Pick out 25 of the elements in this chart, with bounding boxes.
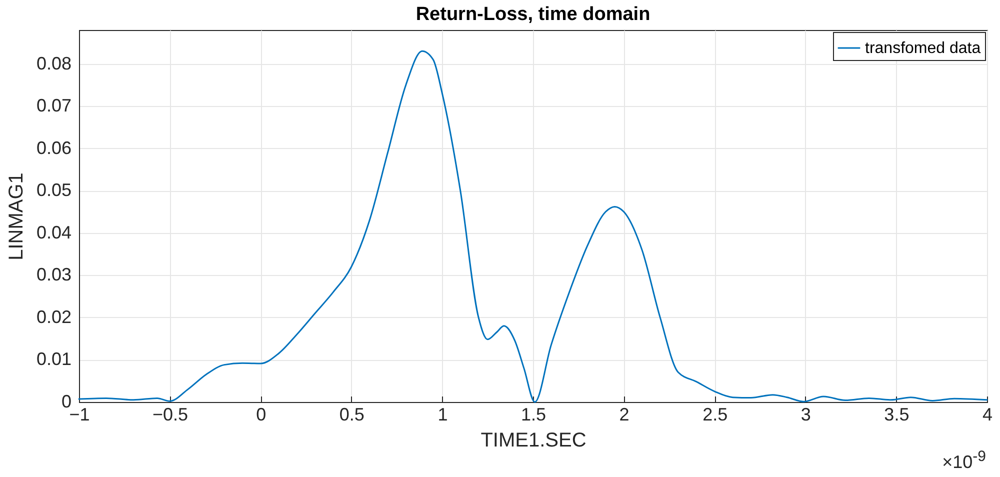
- y-tick-label: 0.02: [36, 306, 72, 327]
- y-tick-label: 0: [61, 392, 72, 412]
- x-tick-label: 4: [982, 404, 993, 424]
- x-tick-label: −0.5: [152, 404, 188, 424]
- x-axis-title: TIME1.SEC: [480, 430, 586, 452]
- x-tick-label: 1.5: [520, 404, 546, 424]
- y-tick-label: 0.04: [36, 222, 72, 242]
- x-tick-label: 1: [438, 404, 448, 424]
- x-tick-label: 2: [619, 404, 630, 424]
- y-tick-label: 0.07: [36, 96, 72, 116]
- x-tick-label: 3: [800, 404, 811, 424]
- chart-title: Return-Loss, time domain: [416, 4, 650, 25]
- y-tick-label: 0.05: [36, 180, 72, 200]
- y-tick-label: 0.03: [36, 264, 72, 285]
- y-tick-label: 0.06: [36, 138, 72, 158]
- x-tick-label: 2.5: [702, 404, 728, 424]
- y-axis-title: LINMAG1: [5, 172, 28, 260]
- text: ×10$^{-9}$: [942, 448, 986, 473]
- x-tick-label: −1: [69, 404, 90, 424]
- y-tick-label: 0.01: [36, 349, 72, 370]
- x-tick-label: 3.5: [884, 404, 910, 424]
- x-tick-label: 0: [256, 404, 266, 424]
- y-tick-label: 0.08: [36, 53, 72, 74]
- legend-label: transfomed data: [865, 40, 981, 57]
- x-tick-label: 0.5: [339, 404, 364, 424]
